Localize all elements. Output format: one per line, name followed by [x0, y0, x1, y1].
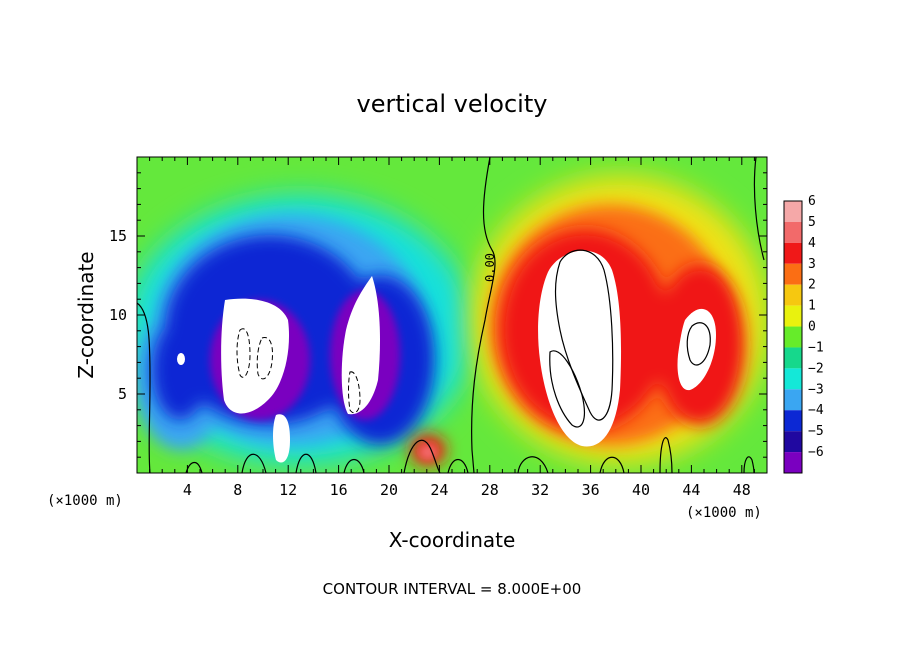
x-axis-label: X-coordinate [389, 528, 516, 552]
colorbar-label: 6 [808, 194, 816, 209]
x-unit-left: (×1000 m) [47, 493, 123, 509]
y-tick-label: 10 [109, 306, 127, 324]
colorbar-label: 5 [808, 215, 816, 230]
colorbar-label: −2 [808, 361, 824, 376]
colorbar-label: 0 [808, 320, 816, 335]
colorbar-swatch [784, 263, 802, 285]
colorbar-label: 2 [808, 278, 816, 293]
x-tick-label: 16 [330, 481, 348, 499]
x-unit-right: (×1000 m) [686, 505, 762, 521]
x-axis: 4 8 12 16 20 24 28 32 36 40 44 48 [149, 157, 755, 499]
colorbar-swatch [784, 284, 802, 306]
colorbar-label: 3 [808, 257, 816, 272]
contour-lines [137, 157, 765, 473]
colorbar: 6 5 4 3 2 1 0 −1 −2 −3 −4 −5 −6 [783, 194, 824, 474]
x-tick-label: 24 [430, 481, 448, 499]
x-tick-label: 48 [733, 481, 751, 499]
colorbar-frame [783, 200, 803, 474]
x-tick-label: 36 [582, 481, 600, 499]
colorbar-label: −1 [808, 340, 824, 355]
zero-contour [471, 157, 496, 473]
x-tick-label: 28 [481, 481, 499, 499]
colorbar-label: −5 [808, 424, 824, 439]
y-tick-label: 15 [109, 227, 127, 245]
y-axis: 5 10 15 [109, 172, 767, 458]
contour-interval: CONTOUR INTERVAL = 8.000E+00 [323, 580, 582, 598]
colorbar-swatch [784, 452, 802, 473]
x-tick-label: 32 [531, 481, 549, 499]
negative-contours [236, 328, 361, 414]
x-tick-label: 44 [682, 481, 700, 499]
colorbar-swatch [784, 389, 802, 411]
colorbar-swatch [784, 221, 802, 243]
colorbar-label: 1 [808, 299, 816, 314]
contour-label: 0.00 [483, 253, 497, 282]
y-axis-label: Z-coordinate [74, 251, 98, 378]
x-tick-label: 20 [380, 481, 398, 499]
colorbar-label: −6 [808, 445, 824, 460]
x-tick-label: 8 [233, 481, 242, 499]
x-tick-label: 40 [632, 481, 650, 499]
saturated-cores [177, 250, 716, 463]
colorbar-swatch [784, 201, 802, 222]
chart-title: vertical velocity [357, 90, 548, 118]
colorbar-swatch [784, 347, 802, 369]
colorbar-label: 4 [808, 236, 816, 251]
plot-area [137, 157, 767, 473]
colorbar-swatch [784, 326, 802, 348]
x-tick-label: 4 [183, 481, 192, 499]
x-tick-label: 12 [279, 481, 297, 499]
y-tick-label: 5 [118, 385, 127, 403]
colorbar-label: −3 [808, 382, 824, 397]
colorbar-swatch [784, 242, 802, 264]
colorbar-label: −4 [808, 403, 824, 418]
colorbar-swatch [784, 305, 802, 327]
colorbar-swatch [784, 431, 802, 453]
colorbar-swatch [784, 410, 802, 432]
colorbar-swatch [784, 368, 802, 390]
